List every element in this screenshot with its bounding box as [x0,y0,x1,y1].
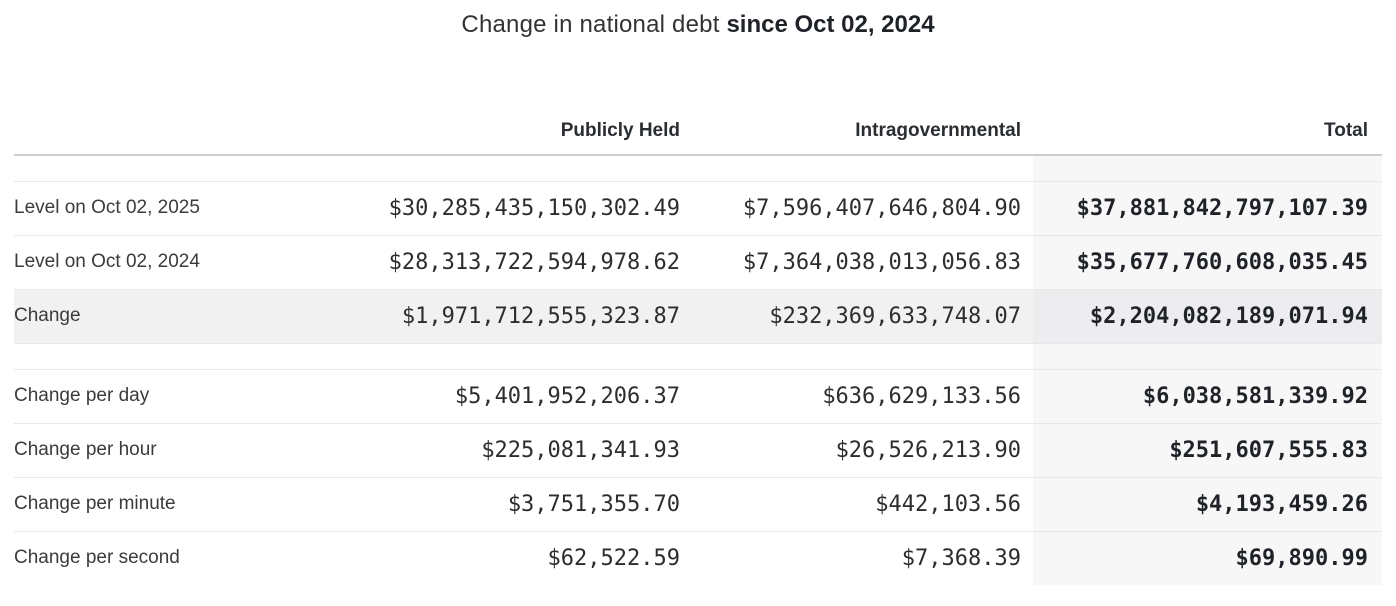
intragovernmental-value: $7,364,038,013,056.83 [680,235,1033,290]
total-value: $4,193,459.26 [1033,477,1382,532]
row-label: Level on Oct 02, 2024 [14,235,336,290]
row-label: Change per second [14,547,180,569]
column-header-publicly-held: Publicly Held [336,40,680,156]
table-row-level-2025: Level on Oct 02, 2025 $30,285,435,150,30… [14,181,1382,236]
total-value: $69,890.99 [1033,531,1382,585]
publicly-held-value: $1,971,712,555,323.87 [336,289,680,344]
table-row-change-per-day: Change per day $5,401,952,206.37 $636,62… [14,369,1382,424]
publicly-held-value: $30,285,435,150,302.49 [336,181,680,236]
intragovernmental-value: $26,526,213.90 [680,423,1033,478]
intragovernmental-value: $7,596,407,646,804.90 [680,181,1033,236]
table-row-change-per-second: Change per second $62,522.59 $7,368.39 $… [14,531,1382,585]
table-row-change: Change $1,971,712,555,323.87 $232,369,63… [14,289,1382,344]
total-value: $251,607,555.83 [1033,423,1382,478]
publicly-held-value: $5,401,952,206.37 [336,369,680,424]
intragovernmental-value: $442,103.56 [680,477,1033,532]
table-row-change-per-minute: Change per minute $3,751,355.70 $442,103… [14,477,1382,532]
table-row-change-per-hour: Change per hour $225,081,341.93 $26,526,… [14,423,1382,478]
spacer-row [14,155,1382,182]
row-label: Change per day [14,369,336,424]
total-value: $35,677,760,608,035.45 [1033,235,1382,290]
column-header-total: Total [1033,40,1382,156]
national-debt-table: Publicly Held Intragovernmental Total Le… [14,40,1382,585]
intragovernmental-value: $7,368.39 [901,545,1021,571]
row-label: Change per hour [14,423,336,478]
publicly-held-value: $225,081,341.93 [336,423,680,478]
row-label: Level on Oct 02, 2025 [14,181,336,236]
total-value: $37,881,842,797,107.39 [1033,181,1382,236]
page-title-text: Change in national debt [461,11,727,38]
page-title-emphasis: since Oct 02, 2024 [726,11,935,38]
table-header-row: Publicly Held Intragovernmental Total [14,40,1382,156]
column-header-intragovernmental: Intragovernmental [680,40,1033,156]
intragovernmental-value: $232,369,633,748.07 [680,289,1033,344]
publicly-held-value: $3,751,355.70 [336,477,680,532]
publicly-held-value: $62,522.59 [547,545,680,571]
publicly-held-value: $28,313,722,594,978.62 [336,235,680,290]
row-label: Change per minute [14,477,336,532]
page-title: Change in national debt since Oct 02, 20… [0,10,1396,40]
total-value: $2,204,082,189,071.94 [1033,289,1382,344]
column-header-empty [14,40,336,156]
row-label: Change [14,289,336,344]
total-value: $6,038,581,339.92 [1033,369,1382,424]
intragovernmental-value: $636,629,133.56 [680,369,1033,424]
spacer-row [14,343,1382,370]
table-row-level-2024: Level on Oct 02, 2024 $28,313,722,594,97… [14,235,1382,290]
